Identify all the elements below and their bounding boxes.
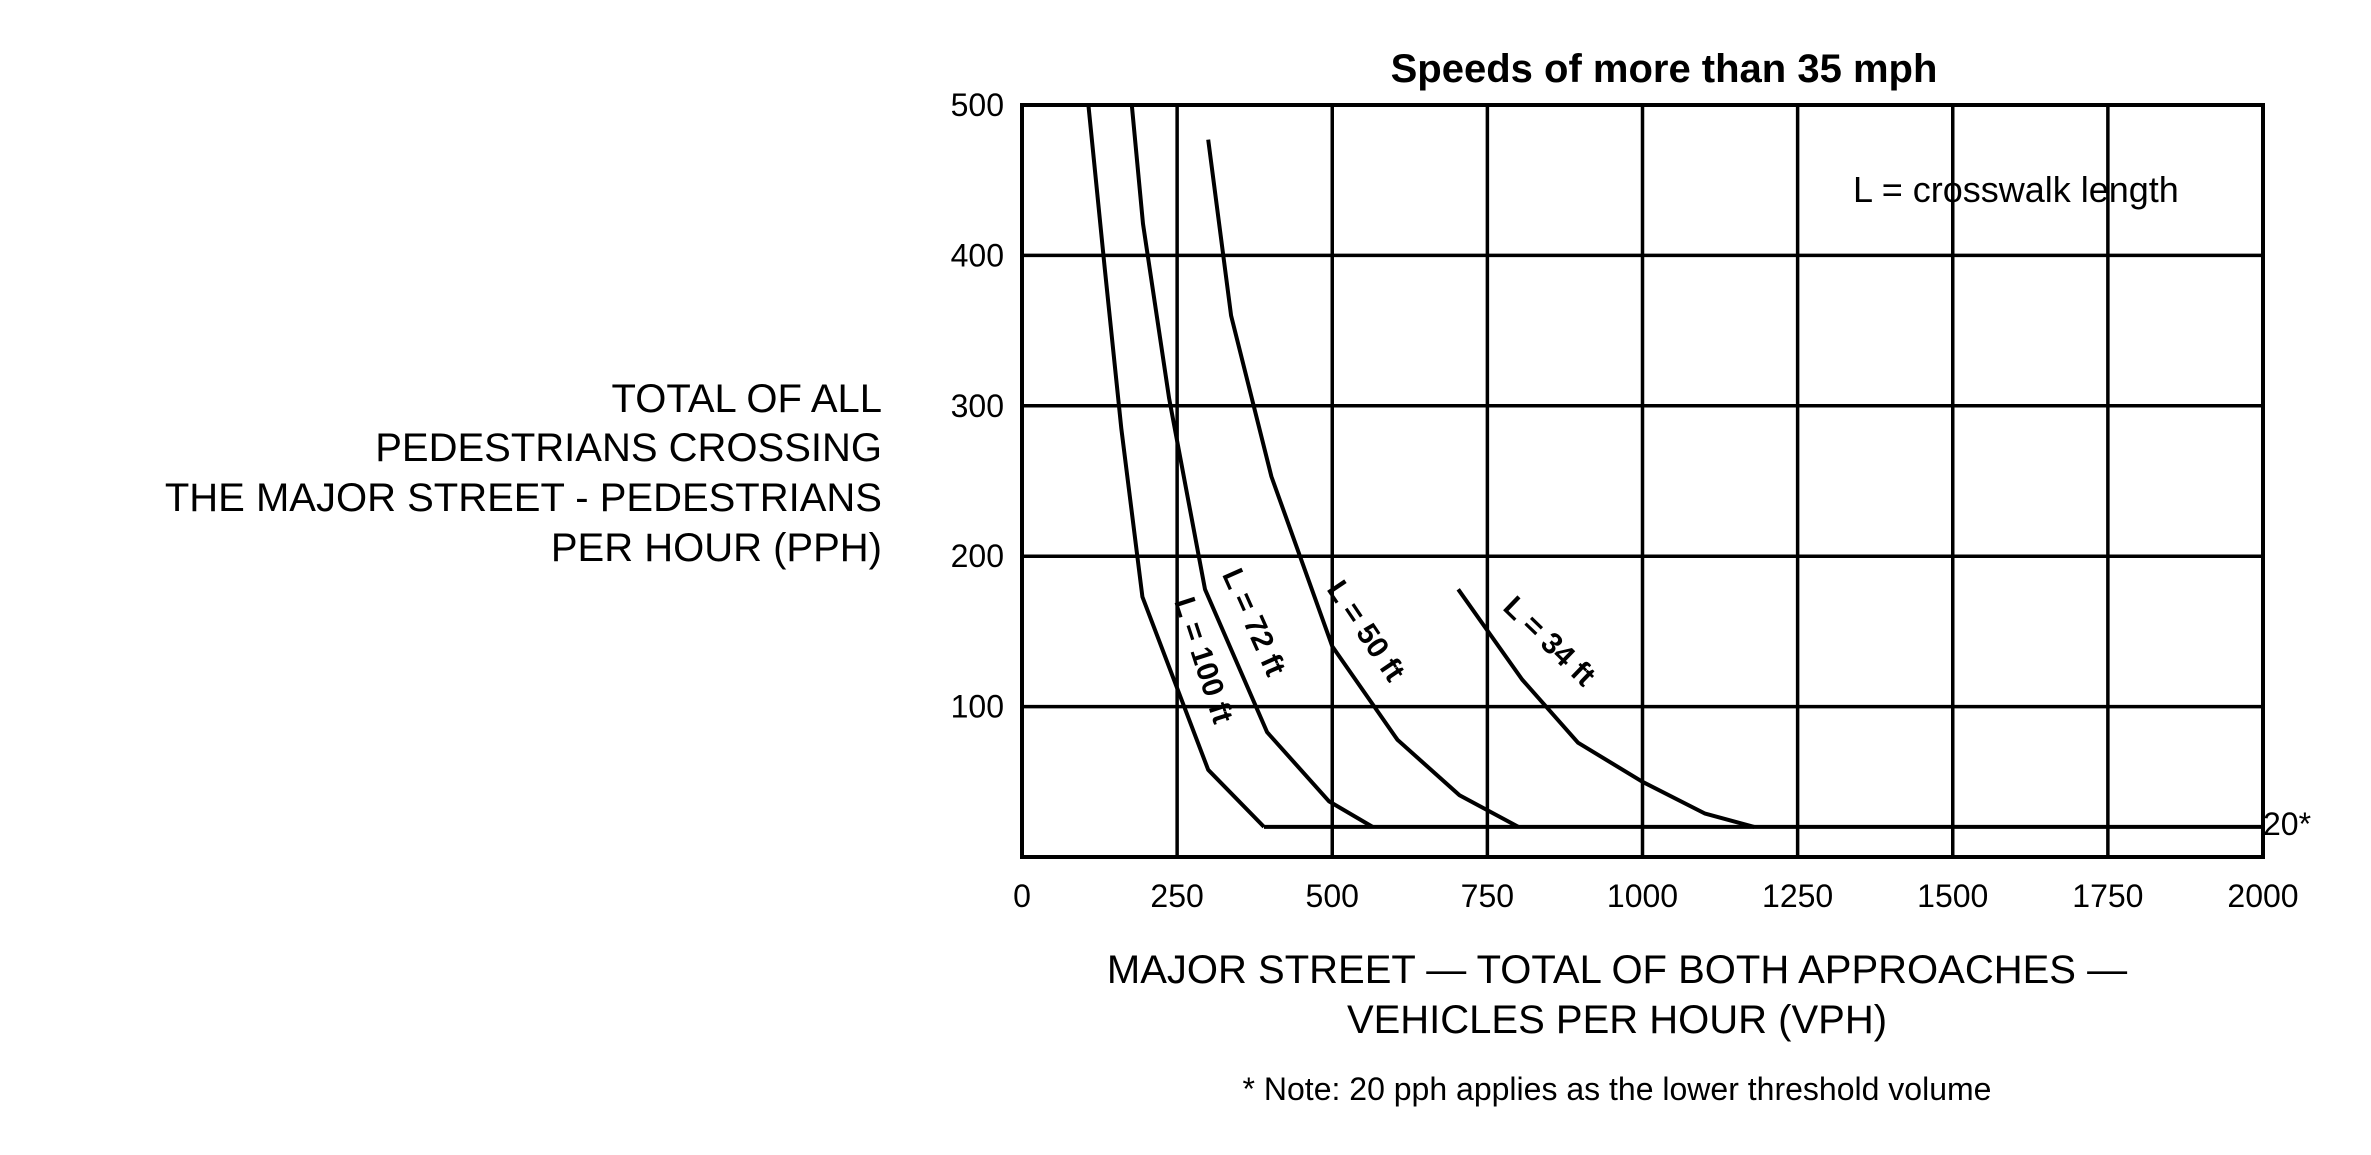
y-tick-label: 100	[951, 689, 1004, 725]
grid	[1020, 103, 2265, 859]
legend-note: L = crosswalk length	[1853, 169, 2179, 210]
x-axis-label-line-1: MAJOR STREET — TOTAL OF BOTH APPROACHES …	[1107, 948, 2127, 992]
y-tick-label: 400	[951, 237, 1004, 273]
y-axis-ticks: 100 200 300 400 500	[951, 87, 1004, 725]
curve-label: L = 72 ft	[1215, 564, 1291, 681]
x-tick-label: 1750	[2072, 878, 2143, 914]
footnote: * Note: 20 pph applies as the lower thre…	[1243, 1071, 1992, 1107]
x-axis-label-line-2: VEHICLES PER HOUR (VPH)	[1347, 998, 1887, 1042]
chart-title: Speeds of more than 35 mph	[1391, 47, 1938, 91]
curve-label: L = 34 ft	[1497, 590, 1602, 693]
x-tick-label: 1250	[1762, 878, 1833, 914]
x-tick-label: 500	[1306, 878, 1359, 914]
series-line-l-34-ft	[1456, 588, 1755, 829]
curve-labels: L = 100 ftL = 72 ft L = 50 ft L = 34 ft	[1167, 564, 1601, 728]
plot-frame	[1020, 103, 2265, 859]
x-tick-label: 750	[1461, 878, 1514, 914]
series-layer	[1086, 104, 2263, 829]
x-tick-label: 2000	[2227, 878, 2298, 914]
threshold-label: 20*	[2263, 806, 2311, 842]
series-line-l-50-ft	[1206, 139, 1520, 829]
x-tick-label: 1500	[1917, 878, 1988, 914]
y-axis-label-line-1: TOTAL OF ALL	[612, 377, 882, 421]
series-line-l-72-ft	[1129, 104, 1374, 829]
y-tick-label: 500	[951, 87, 1004, 123]
y-axis-label-line-2: PEDESTRIANS CROSSING	[375, 426, 882, 470]
series-line-l-100-ft	[1086, 104, 1266, 829]
y-tick-label: 300	[951, 388, 1004, 424]
y-axis-label-line-3: THE MAJOR STREET - PEDESTRIANS	[165, 476, 882, 520]
x-tick-label: 1000	[1607, 878, 1678, 914]
y-tick-label: 200	[951, 538, 1004, 574]
x-axis-ticks: 0 250 500 750 1000 1250 1500 1750 2000	[1013, 878, 2298, 914]
x-tick-label: 250	[1150, 878, 1203, 914]
x-tick-label: 0	[1013, 878, 1031, 914]
y-axis-label-line-4: PER HOUR (PPH)	[551, 526, 882, 570]
